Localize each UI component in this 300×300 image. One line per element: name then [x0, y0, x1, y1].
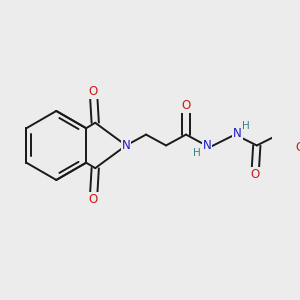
Text: H: H: [242, 122, 250, 131]
Text: N: N: [233, 127, 242, 140]
Text: O: O: [296, 141, 300, 154]
Text: N: N: [202, 139, 211, 152]
Text: O: O: [250, 168, 260, 181]
Text: N: N: [122, 139, 130, 152]
Text: O: O: [89, 85, 98, 98]
Text: O: O: [182, 99, 190, 112]
Text: O: O: [89, 193, 98, 206]
Text: H: H: [193, 148, 201, 158]
